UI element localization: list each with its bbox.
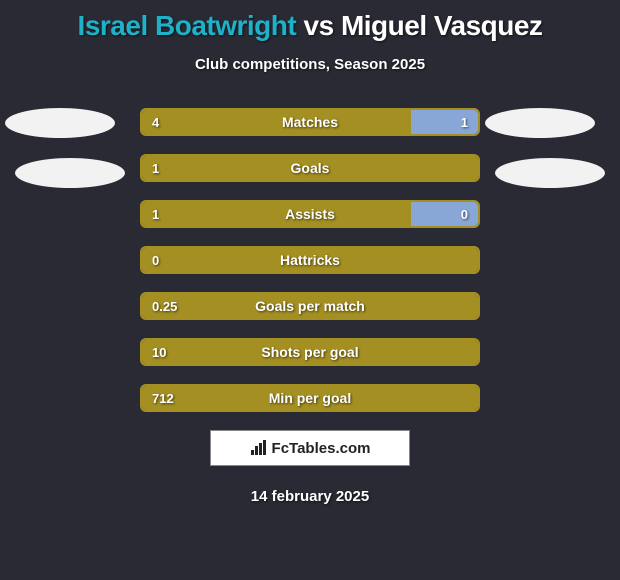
stat-value-right: 1 <box>461 110 468 134</box>
player2-name: Miguel Vasquez <box>341 10 543 41</box>
player-oval <box>15 158 125 188</box>
stat-label: Matches <box>142 110 478 134</box>
stat-value-left: 0.25 <box>152 294 177 318</box>
stat-value-right: 0 <box>461 202 468 226</box>
stat-label: Goals per match <box>142 294 478 318</box>
stat-row: Goals1 <box>140 154 480 182</box>
stat-label: Shots per goal <box>142 340 478 364</box>
page-title: Israel Boatwright vs Miguel Vasquez <box>0 0 620 42</box>
stat-row: Goals per match0.25 <box>140 292 480 320</box>
stat-value-left: 1 <box>152 156 159 180</box>
stat-label: Goals <box>142 156 478 180</box>
stat-label: Assists <box>142 202 478 226</box>
stat-row: Min per goal712 <box>140 384 480 412</box>
stat-row: Hattricks0 <box>140 246 480 274</box>
player-oval <box>495 158 605 188</box>
stat-value-left: 4 <box>152 110 159 134</box>
comparison-content: Matches41Goals1Assists10Hattricks0Goals … <box>0 108 620 412</box>
stat-value-left: 1 <box>152 202 159 226</box>
player-oval <box>5 108 115 138</box>
vs-text: vs <box>304 10 334 41</box>
stat-value-left: 712 <box>152 386 174 410</box>
subtitle: Club competitions, Season 2025 <box>0 56 620 73</box>
stat-row: Shots per goal10 <box>140 338 480 366</box>
stat-label: Min per goal <box>142 386 478 410</box>
stat-row: Assists1 0 <box>140 200 480 228</box>
player1-name: Israel Boatwright <box>78 10 297 41</box>
footer-logo: FcTables.com <box>210 430 410 466</box>
stat-rows: Matches41Goals1Assists10Hattricks0Goals … <box>140 108 480 412</box>
stat-value-left: 0 <box>152 248 159 272</box>
stat-label: Hattricks <box>142 248 478 272</box>
stat-value-left: 10 <box>152 340 166 364</box>
footer-date: 14 february 2025 <box>0 488 620 505</box>
footer-logo-text: FcTables.com <box>272 440 371 457</box>
player-oval <box>485 108 595 138</box>
stat-row: Matches4 1 <box>140 108 480 136</box>
chart-icon <box>250 440 268 456</box>
